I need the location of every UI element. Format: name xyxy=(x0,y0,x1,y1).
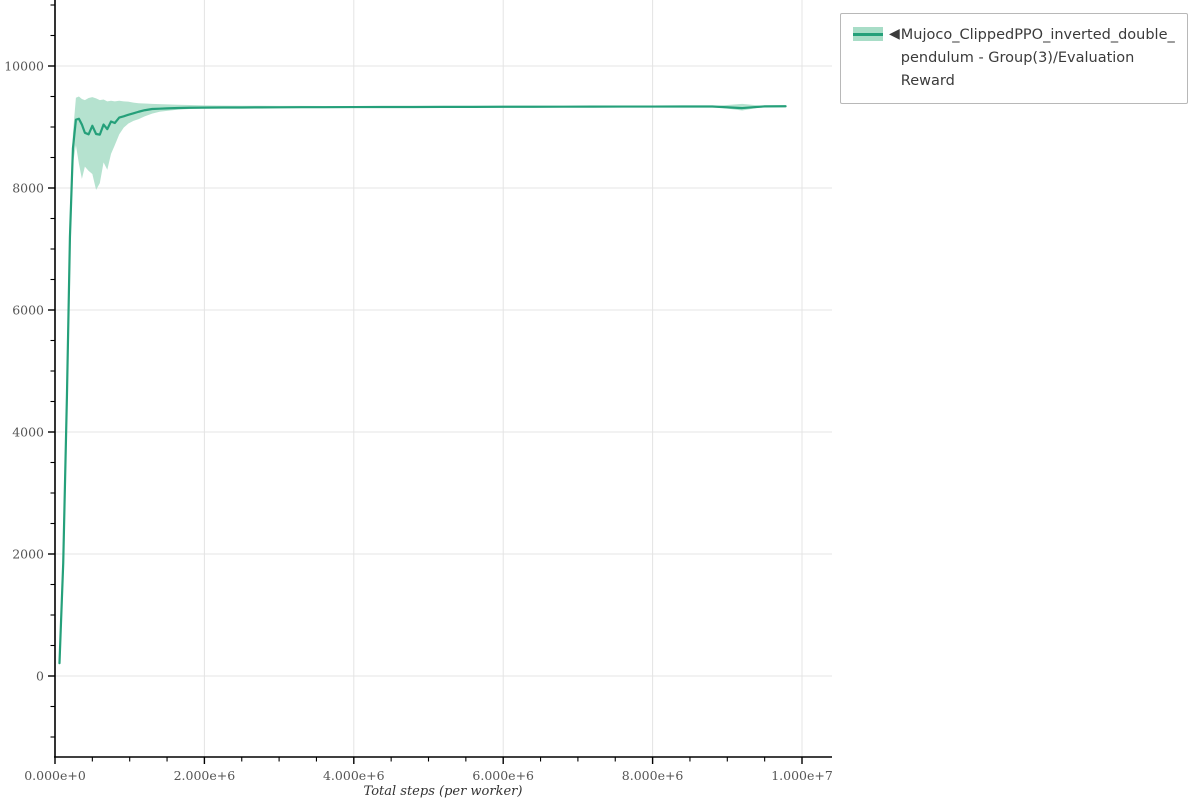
tick-labels: 0 2000 4000 6000 8000 10000 0.000e+0 2.000e+6 4.… xyxy=(4,59,833,784)
legend-line-swatch xyxy=(853,33,883,36)
y-axis-tick-label: 10000 xyxy=(4,59,44,74)
y-axis-tick-label: 6000 xyxy=(12,303,44,318)
x-axis-title: Total steps (per worker) xyxy=(364,784,523,799)
axis-spines xyxy=(48,0,832,764)
y-axis-tick-label: 8000 xyxy=(12,181,44,196)
confidence-band xyxy=(59,96,786,664)
legend-color-swatch xyxy=(853,25,883,43)
grid-lines xyxy=(55,0,832,757)
y-axis-tick-label: 4000 xyxy=(12,425,44,440)
legend-series-label: Mujoco_ClippedPPO_inverted_double_pendul… xyxy=(900,27,1175,89)
x-axis-tick-label: 1.000e+7 xyxy=(771,768,833,783)
chart-legend[interactable]: ◀ Mujoco_ClippedPPO_inverted_double_pend… xyxy=(840,13,1188,104)
y-axis-tick-label: 2000 xyxy=(12,547,44,562)
x-axis-tick-label: 8.000e+6 xyxy=(622,768,684,783)
x-axis-tick-label: 2.000e+6 xyxy=(174,768,236,783)
legend-triangle-icon: ◀ xyxy=(889,26,900,42)
series-confidence-band xyxy=(59,96,786,664)
series-mean-line xyxy=(58,105,787,665)
series-line xyxy=(58,105,787,665)
x-axis-tick-label: 4.000e+6 xyxy=(323,768,385,783)
x-axis-tick-label: 6.000e+6 xyxy=(472,768,534,783)
x-axis-tick-label: 0.000e+0 xyxy=(24,768,86,783)
y-axis-tick-label: 0 xyxy=(36,669,44,684)
